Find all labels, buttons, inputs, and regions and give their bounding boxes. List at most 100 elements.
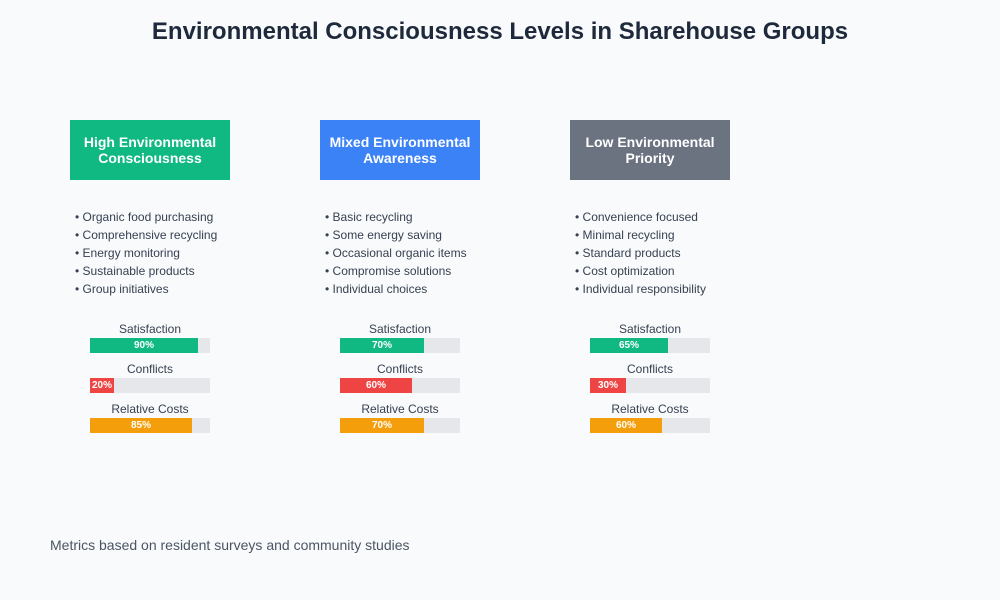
trait-list: • Basic recycling • Some energy saving • O… xyxy=(325,208,467,298)
metric-label: Relative Costs xyxy=(361,402,439,416)
group-header: Mixed Environmental Awareness xyxy=(320,120,480,180)
trait-list: • Organic food purchasing • Comprehensive… xyxy=(75,208,217,298)
progress-value: 85% xyxy=(130,420,151,431)
progress-value: 30% xyxy=(597,380,618,391)
trait-item: • Some energy saving xyxy=(325,226,467,244)
progress-track: 30% xyxy=(590,378,710,393)
metric-label: Relative Costs xyxy=(111,402,189,416)
trait-text: Organic food purchasing xyxy=(82,210,214,224)
trait-text: Convenience focused xyxy=(582,210,698,224)
progress-value: 20% xyxy=(91,380,112,391)
metric-conflicts: Conflicts 60% xyxy=(340,362,460,393)
metric-relative-costs: Relative Costs 85% xyxy=(90,402,210,433)
trait-item: • Individual responsibility xyxy=(575,280,706,298)
bullet-icon: • xyxy=(325,228,333,242)
progress-value: 90% xyxy=(133,340,154,351)
progress-fill xyxy=(90,338,198,353)
progress-value: 70% xyxy=(371,340,392,351)
progress-fill xyxy=(340,418,424,433)
group-card: High Environmental Consciousness • Organi… xyxy=(60,120,260,450)
metric-satisfaction: Satisfaction 70% xyxy=(340,322,460,353)
group-card: Low Environmental Priority • Convenience … xyxy=(560,120,760,450)
metric-label: Conflicts xyxy=(376,362,423,376)
progress-track: 65% xyxy=(590,338,710,353)
bullet-icon: • xyxy=(325,246,333,260)
progress-value: 60% xyxy=(615,420,636,431)
bullet-icon: • xyxy=(325,210,333,224)
bullet-icon: • xyxy=(575,282,583,296)
trait-text: Individual responsibility xyxy=(582,282,706,296)
progress-track: 85% xyxy=(90,418,210,433)
trait-item: • Compromise solutions xyxy=(325,262,467,280)
progress-track: 60% xyxy=(340,378,460,393)
bullet-icon: • xyxy=(575,228,583,242)
bullet-icon: • xyxy=(575,210,583,224)
metric-label: Conflicts xyxy=(626,362,673,376)
trait-item: • Organic food purchasing xyxy=(75,208,217,226)
trait-text: Group initiatives xyxy=(82,282,169,296)
metric-satisfaction: Satisfaction 90% xyxy=(90,322,210,353)
bullet-icon: • xyxy=(75,210,83,224)
progress-value: 65% xyxy=(618,340,639,351)
trait-text: Individual choices xyxy=(332,282,428,296)
trait-text: Some energy saving xyxy=(332,228,442,242)
trait-item: • Standard products xyxy=(575,244,706,262)
bullet-icon: • xyxy=(75,228,83,242)
progress-fill xyxy=(590,418,662,433)
trait-item: • Minimal recycling xyxy=(575,226,706,244)
progress-track: 70% xyxy=(340,418,460,433)
trait-text: Basic recycling xyxy=(332,210,413,224)
bullet-icon: • xyxy=(575,246,583,260)
trait-item: • Group initiatives xyxy=(75,280,217,298)
metric-label: Conflicts xyxy=(126,362,173,376)
progress-track: 60% xyxy=(590,418,710,433)
metric-satisfaction: Satisfaction 65% xyxy=(590,322,710,353)
bullet-icon: • xyxy=(575,264,583,278)
progress-fill xyxy=(90,378,114,393)
progress-track: 20% xyxy=(90,378,210,393)
trait-text: Compromise solutions xyxy=(332,264,452,278)
progress-fill xyxy=(340,378,412,393)
metric-relative-costs: Relative Costs 70% xyxy=(340,402,460,433)
metric-label: Relative Costs xyxy=(611,402,689,416)
trait-item: • Occasional organic items xyxy=(325,244,467,262)
bullet-icon: • xyxy=(325,264,333,278)
progress-fill xyxy=(340,338,424,353)
progress-fill xyxy=(590,378,626,393)
group-title: High Environmental Consciousness xyxy=(83,134,217,166)
progress-value: 70% xyxy=(371,420,392,431)
footnote: Metrics based on resident surveys and co… xyxy=(50,537,410,553)
metric-conflicts: Conflicts 20% xyxy=(90,362,210,393)
trait-item: • Convenience focused xyxy=(575,208,706,226)
trait-item: • Basic recycling xyxy=(325,208,467,226)
group-header: Low Environmental Priority xyxy=(570,120,730,180)
bullet-icon: • xyxy=(75,246,83,260)
group-card: Mixed Environmental Awareness • Basic rec… xyxy=(310,120,510,450)
trait-item: • Cost optimization xyxy=(575,262,706,280)
trait-text: Comprehensive recycling xyxy=(82,228,218,242)
progress-fill xyxy=(90,418,192,433)
metric-label: Satisfaction xyxy=(618,322,682,336)
diagram-title: Environmental Consciousness Levels in Sh… xyxy=(151,18,849,45)
metric-label: Satisfaction xyxy=(118,322,182,336)
bullet-icon: • xyxy=(75,282,83,296)
bullet-icon: • xyxy=(325,282,333,296)
progress-fill xyxy=(590,338,668,353)
trait-item: • Energy monitoring xyxy=(75,244,217,262)
progress-track: 90% xyxy=(90,338,210,353)
progress-value: 60% xyxy=(365,380,386,391)
trait-text: Sustainable products xyxy=(82,264,195,278)
trait-list: • Convenience focused • Minimal recycling… xyxy=(575,208,706,298)
trait-text: Cost optimization xyxy=(582,264,675,278)
metric-label: Satisfaction xyxy=(368,322,432,336)
trait-item: • Individual choices xyxy=(325,280,467,298)
trait-item: • Sustainable products xyxy=(75,262,217,280)
trait-text: Minimal recycling xyxy=(582,228,675,242)
progress-track: 70% xyxy=(340,338,460,353)
trait-text: Occasional organic items xyxy=(332,246,467,260)
metric-conflicts: Conflicts 30% xyxy=(590,362,710,393)
group-title: Mixed Environmental Awareness xyxy=(329,134,471,166)
trait-text: Standard products xyxy=(582,246,681,260)
metric-relative-costs: Relative Costs 60% xyxy=(590,402,710,433)
trait-item: • Comprehensive recycling xyxy=(75,226,217,244)
